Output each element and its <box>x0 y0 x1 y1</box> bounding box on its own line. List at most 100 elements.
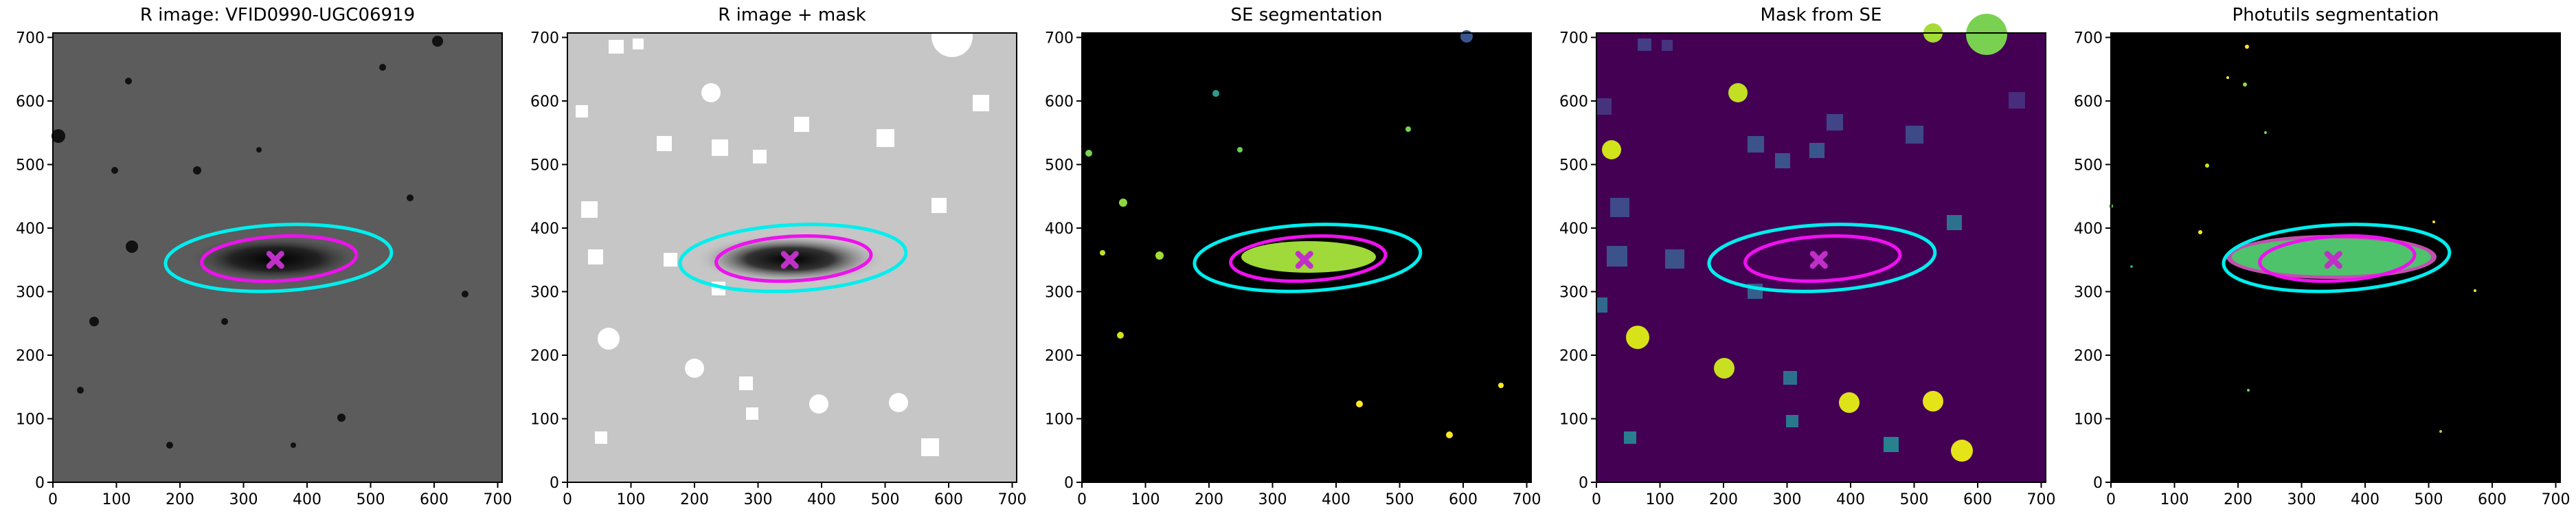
x-tick-label: 0 <box>2106 491 2116 508</box>
x-tick-label: 100 <box>1646 491 1675 508</box>
aperture-ellipse <box>2222 223 2452 293</box>
y-tick-label: 100 <box>1559 411 1588 428</box>
axes-frame <box>52 32 503 483</box>
y-tick-label: 100 <box>530 411 559 428</box>
y-tick-label: 500 <box>2074 157 2103 174</box>
y-tick-label: 0 <box>1579 475 1588 492</box>
axes-frame <box>567 32 1017 483</box>
axes-frame <box>1596 32 2046 483</box>
center-marker <box>1295 251 1313 269</box>
x-tick-label: 300 <box>1773 491 1802 508</box>
x-tick-label: 700 <box>998 491 1027 508</box>
x-tick-label: 500 <box>1900 491 1929 508</box>
y-tick-label: 300 <box>2074 284 2103 301</box>
aperture-ellipse <box>163 223 394 293</box>
center-marker <box>1809 251 1828 269</box>
x-tick-label: 200 <box>1709 491 1738 508</box>
y-tick-label: 0 <box>550 475 559 492</box>
x-tick-label: 700 <box>484 491 512 508</box>
x-tick-label: 300 <box>2287 491 2316 508</box>
y-tick-label: 100 <box>16 411 45 428</box>
y-tick-label: 500 <box>1559 157 1588 174</box>
x-tick-label: 100 <box>102 491 131 508</box>
y-tick-label: 0 <box>2093 475 2103 492</box>
x-tick-label: 700 <box>1513 491 1541 508</box>
y-tick-label: 200 <box>530 348 559 365</box>
panel-title: R image: VFID0990-UGC06919 <box>140 5 415 25</box>
panel-title: SE segmentation <box>1231 5 1383 25</box>
y-tick-label: 300 <box>530 284 559 301</box>
y-tick-label: 500 <box>16 157 45 174</box>
x-tick-label: 0 <box>1077 491 1087 508</box>
sources <box>52 36 468 449</box>
x-tick-label: 0 <box>48 491 58 508</box>
x-tick-label: 600 <box>1963 491 1992 508</box>
panel-title: R image + mask <box>718 5 866 25</box>
x-tick-label: 0 <box>1592 491 1601 508</box>
y-tick-label: 700 <box>1559 30 1588 47</box>
y-tick-label: 600 <box>1045 93 1074 111</box>
y-tick-label: 400 <box>1045 221 1074 238</box>
y-tick-label: 0 <box>1064 475 1074 492</box>
aperture-ellipse <box>200 234 359 283</box>
x-tick-label: 200 <box>1195 491 1223 508</box>
x-tick-label: 0 <box>563 491 572 508</box>
y-tick-label: 200 <box>16 348 45 365</box>
y-tick-label: 0 <box>35 475 45 492</box>
x-tick-label: 200 <box>166 491 194 508</box>
x-tick-label: 100 <box>617 491 646 508</box>
x-tick-label: 100 <box>2160 491 2189 508</box>
masked-sources <box>576 16 989 456</box>
center-marker <box>2324 251 2342 269</box>
center-marker <box>780 251 799 269</box>
x-tick-label: 200 <box>2224 491 2252 508</box>
y-tick-label: 500 <box>1045 157 1074 174</box>
aperture-ellipse <box>714 234 873 283</box>
aperture-ellipse <box>1193 223 1423 293</box>
aperture-ellipse <box>1743 234 1902 283</box>
y-tick-label: 200 <box>2074 348 2103 365</box>
y-tick-label: 100 <box>2074 411 2103 428</box>
y-tick-label: 600 <box>16 93 45 111</box>
y-tick-label: 600 <box>2074 93 2103 111</box>
x-tick-label: 700 <box>2027 491 2056 508</box>
y-tick-label: 200 <box>1045 348 1074 365</box>
axes-frame <box>1081 32 1532 483</box>
image-mask-se <box>1596 14 2046 482</box>
x-tick-label: 300 <box>1258 491 1287 508</box>
image-masked <box>567 16 1017 482</box>
y-tick-label: 700 <box>530 30 559 47</box>
x-tick-label: 500 <box>2415 491 2443 508</box>
aperture-ellipse <box>2258 234 2417 283</box>
x-tick-label: 300 <box>229 491 258 508</box>
y-tick-label: 700 <box>1045 30 1074 47</box>
x-tick-label: 500 <box>1386 491 1414 508</box>
y-tick-label: 400 <box>16 221 45 238</box>
y-tick-label: 500 <box>530 157 559 174</box>
x-tick-label: 600 <box>420 491 449 508</box>
x-tick-label: 200 <box>680 491 709 508</box>
panel-title: Mask from SE <box>1761 5 1882 25</box>
y-tick-label: 200 <box>1559 348 1588 365</box>
y-tick-label: 400 <box>530 221 559 238</box>
y-tick-label: 700 <box>16 30 45 47</box>
axes-frame <box>2110 32 2561 483</box>
x-tick-label: 400 <box>293 491 321 508</box>
x-tick-label: 600 <box>934 491 963 508</box>
x-tick-label: 100 <box>1131 491 1160 508</box>
y-tick-label: 400 <box>1559 221 1588 238</box>
x-tick-label: 600 <box>1449 491 1478 508</box>
y-tick-label: 400 <box>2074 221 2103 238</box>
aperture-ellipse <box>1707 223 1937 293</box>
aperture-ellipse <box>1229 234 1388 283</box>
aperture-ellipse <box>678 223 908 293</box>
y-tick-label: 700 <box>2074 30 2103 47</box>
x-tick-label: 700 <box>2542 491 2571 508</box>
x-tick-label: 400 <box>1836 491 1865 508</box>
x-tick-label: 400 <box>1322 491 1351 508</box>
x-tick-label: 500 <box>871 491 900 508</box>
y-tick-label: 300 <box>1045 284 1074 301</box>
y-tick-label: 600 <box>530 93 559 111</box>
y-tick-label: 300 <box>1559 284 1588 301</box>
